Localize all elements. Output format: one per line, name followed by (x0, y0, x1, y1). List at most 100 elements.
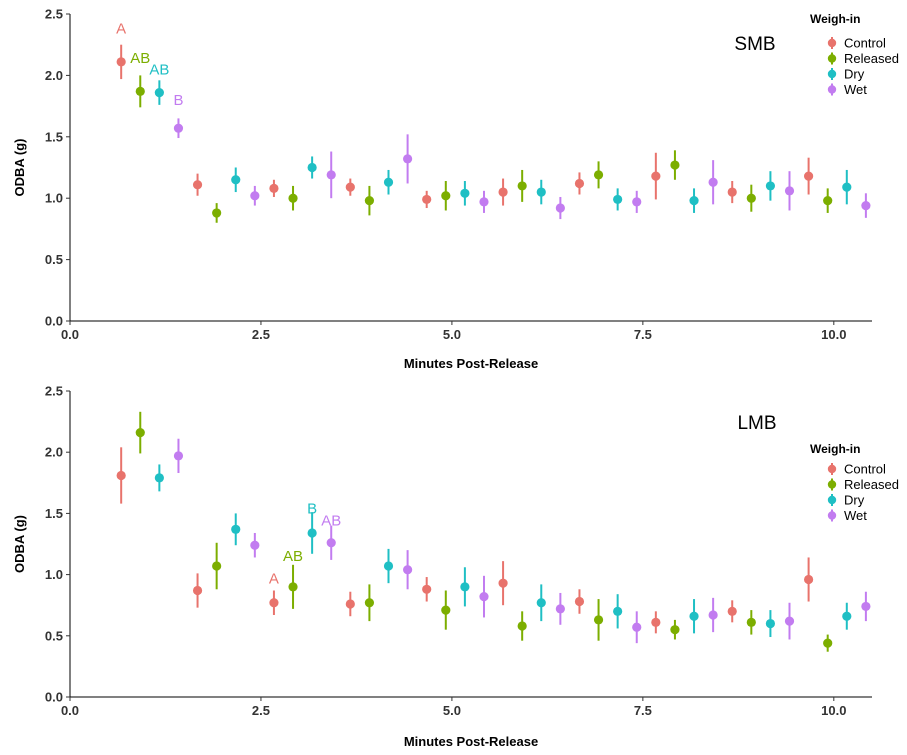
x-tick-label: 7.5 (634, 327, 652, 342)
point-dry (536, 598, 546, 608)
x-axis-title: Minutes Post-Release (404, 734, 538, 749)
legend-label-control: Control (844, 462, 886, 477)
point-control (116, 57, 126, 67)
point-wet (173, 451, 184, 461)
legend-title: Weigh-in (810, 12, 860, 26)
significance-label: B (307, 501, 317, 518)
significance-label: A (269, 570, 279, 587)
point-dry (154, 87, 164, 98)
point-wet (708, 610, 718, 620)
point-dry (154, 473, 164, 483)
significance-label: AB (283, 548, 303, 565)
legend-label-wet: Wet (844, 508, 867, 523)
point-wet (479, 592, 489, 602)
y-tick-label: 1.5 (45, 506, 63, 521)
legend-label-dry: Dry (844, 67, 865, 82)
point-control (422, 584, 432, 594)
legend-title: Weigh-in (810, 442, 860, 456)
significance-label: AB (149, 61, 169, 78)
y-axis-title: ODBA (g) (12, 515, 27, 573)
point-control (804, 171, 814, 181)
y-tick-label: 0.0 (45, 690, 63, 705)
point-released (670, 625, 680, 635)
point-dry (689, 196, 699, 206)
y-tick-label: 2.5 (45, 384, 63, 399)
point-dry (307, 528, 317, 538)
x-tick-label: 0.0 (61, 327, 79, 342)
point-wet (555, 203, 565, 213)
significance-label: AB (321, 513, 341, 530)
point-wet (250, 191, 260, 201)
point-released (823, 196, 833, 206)
point-control (269, 183, 279, 193)
point-dry (765, 181, 776, 191)
point-control (498, 578, 508, 588)
point-control (192, 180, 203, 190)
significance-label: B (173, 92, 183, 109)
significance-label: A (116, 21, 126, 38)
point-control (651, 617, 661, 627)
point-control (269, 598, 279, 608)
y-tick-label: 0.5 (45, 252, 63, 267)
x-axis-title: Minutes Post-Release (404, 356, 538, 371)
y-axis-title: ODBA (g) (12, 138, 27, 196)
legend-key-wet (827, 85, 837, 94)
point-released (135, 86, 145, 96)
point-released (364, 598, 375, 608)
point-dry (842, 182, 852, 192)
point-control (651, 171, 661, 181)
panel-label: LMB (737, 413, 776, 434)
point-wet (784, 186, 795, 196)
point-control (498, 187, 508, 197)
legend-label-wet: Wet (844, 82, 867, 97)
point-released (517, 621, 527, 631)
point-released (135, 428, 145, 438)
point-dry (231, 524, 241, 534)
point-wet (326, 538, 336, 548)
point-dry (613, 606, 623, 616)
point-control (422, 194, 432, 205)
point-control (804, 574, 814, 585)
point-dry (383, 177, 394, 187)
y-tick-label: 0.0 (45, 314, 63, 329)
point-wet (403, 565, 413, 575)
y-tick-label: 2.5 (45, 7, 63, 22)
point-control (574, 596, 585, 607)
point-dry (689, 611, 699, 621)
point-wet (479, 197, 489, 207)
x-tick-label: 2.5 (252, 703, 270, 718)
point-dry (460, 582, 470, 592)
point-wet (173, 123, 184, 133)
x-tick-label: 5.0 (443, 703, 461, 718)
x-tick-label: 7.5 (634, 703, 652, 718)
x-tick-label: 0.0 (61, 703, 79, 718)
point-wet (708, 177, 718, 187)
point-dry (536, 187, 546, 197)
panel-label: SMB (734, 34, 775, 55)
y-tick-label: 1.0 (45, 191, 63, 206)
point-released (593, 615, 604, 625)
point-wet (784, 616, 795, 626)
point-released (212, 208, 222, 218)
point-released (517, 181, 527, 191)
legend-label-released: Released (844, 477, 899, 492)
y-tick-label: 2.0 (45, 445, 63, 460)
point-released (288, 582, 298, 592)
point-control (116, 470, 126, 481)
y-tick-label: 1.0 (45, 567, 63, 582)
legend-key-released (827, 54, 837, 63)
point-dry (613, 194, 623, 205)
point-control (345, 182, 355, 192)
point-wet (326, 170, 336, 180)
point-dry (231, 175, 241, 185)
legend-key-control (827, 38, 837, 48)
point-released (212, 561, 222, 571)
chart-panel-0: 0.0 0.5 1.0 1.5 2.0 2.5 0.0 2.5 5.0 7.5 10.0 Minute… (12, 7, 899, 372)
point-wet (861, 601, 871, 612)
legend-label-released: Released (844, 51, 899, 66)
legend-key-dry (827, 69, 837, 79)
point-wet (861, 200, 871, 211)
legend-key-dry (827, 495, 837, 505)
